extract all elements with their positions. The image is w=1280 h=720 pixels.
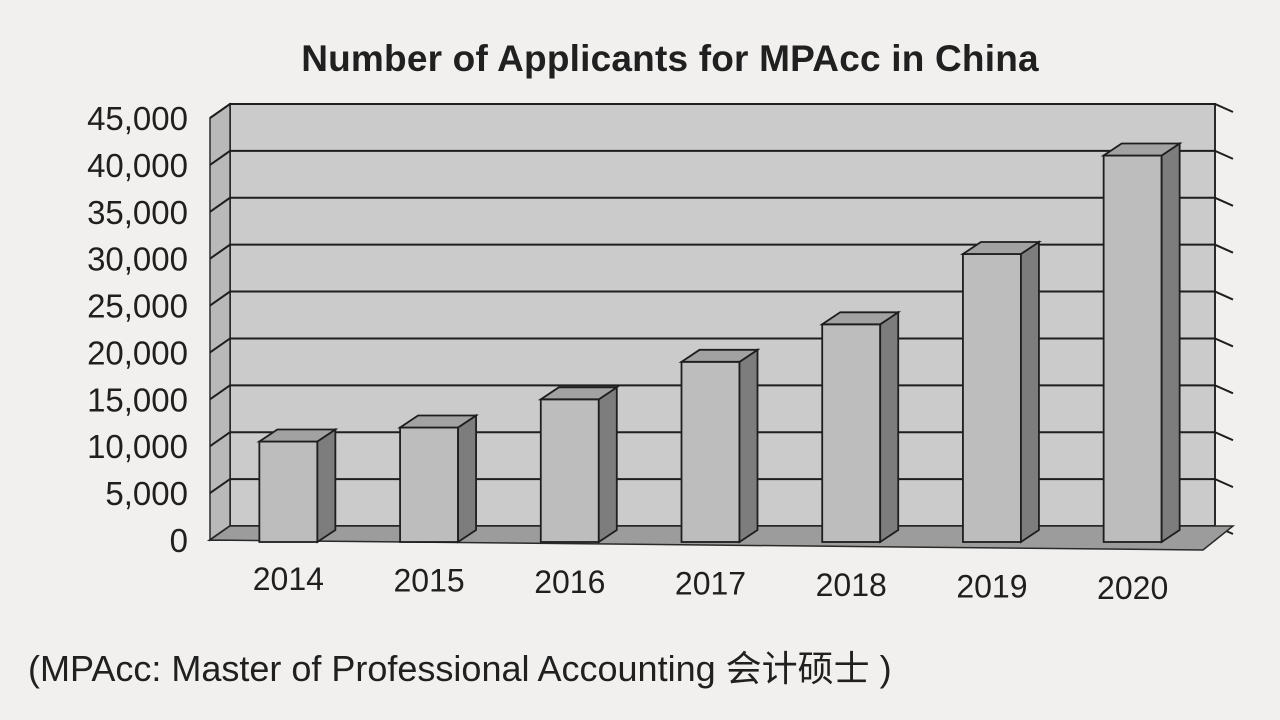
y-tick-label: 45,000 (87, 100, 188, 137)
chart-title: Number of Applicants for MPAcc in China (301, 38, 1039, 79)
gridline (209, 196, 1234, 213)
gridline (209, 149, 1234, 166)
bar-front (1102, 154, 1163, 543)
x-tick-label: 2016 (534, 564, 605, 600)
footnote: (MPAcc: Master of Professional Accountin… (28, 648, 892, 689)
y-tick-label: 15,000 (87, 381, 188, 418)
bar-2016 (537, 385, 620, 544)
y-axis-tick-labels: 0 5,000 10,000 15,000 20,000 25,000 30,000 35,0… (87, 100, 188, 559)
bar-side (1160, 141, 1181, 544)
y-tick-label: 20,000 (87, 334, 188, 371)
bar-2018 (819, 310, 902, 544)
bar-top (256, 428, 339, 443)
bar-side (316, 427, 337, 544)
bar-top (1100, 142, 1183, 157)
bar-2019 (959, 240, 1042, 544)
bar-2017 (678, 348, 761, 544)
y-tick-label: 40,000 (87, 147, 188, 184)
y-tick-label: 35,000 (87, 194, 188, 231)
bar-front (962, 253, 1022, 543)
x-axis-tick-labels: 2014 2015 2016 2017 2018 2019 2020 (253, 561, 1168, 606)
gridline (209, 337, 1234, 354)
x-tick-label: 2014 (253, 561, 324, 597)
bar-2014 (256, 427, 339, 544)
bar-top (959, 241, 1042, 255)
y-tick-label: 0 (170, 522, 188, 559)
x-tick-label: 2018 (816, 567, 887, 603)
bar-side (457, 413, 477, 544)
bar-2015 (397, 413, 480, 544)
bar-front (680, 360, 741, 543)
gridline (209, 243, 1234, 260)
y-tick-label: 10,000 (87, 428, 188, 465)
bars (256, 141, 1183, 544)
bar-2020 (1100, 141, 1183, 544)
y-tick-label: 5,000 (105, 475, 188, 512)
bar-side (879, 310, 900, 544)
gridline (209, 290, 1234, 307)
gridlines (209, 103, 1234, 541)
y-tick-label: 25,000 (87, 288, 188, 325)
bar-front (821, 323, 882, 543)
bar-front (399, 426, 459, 543)
bar-side (738, 348, 759, 544)
bar-front (539, 398, 600, 543)
bar-side (1020, 240, 1040, 544)
bar-front (258, 440, 319, 543)
x-tick-label: 2020 (1097, 570, 1168, 606)
y-tick-label: 30,000 (87, 241, 188, 278)
bar-top (819, 311, 902, 326)
x-tick-label: 2015 (393, 563, 464, 599)
bar-side (597, 385, 618, 544)
side-wall (209, 102, 231, 542)
bar-top (397, 414, 480, 429)
x-tick-label: 2019 (956, 569, 1027, 605)
gridline (209, 103, 1234, 119)
bar-top (678, 348, 761, 363)
x-tick-label: 2017 (675, 566, 746, 602)
bar-top (537, 386, 620, 401)
